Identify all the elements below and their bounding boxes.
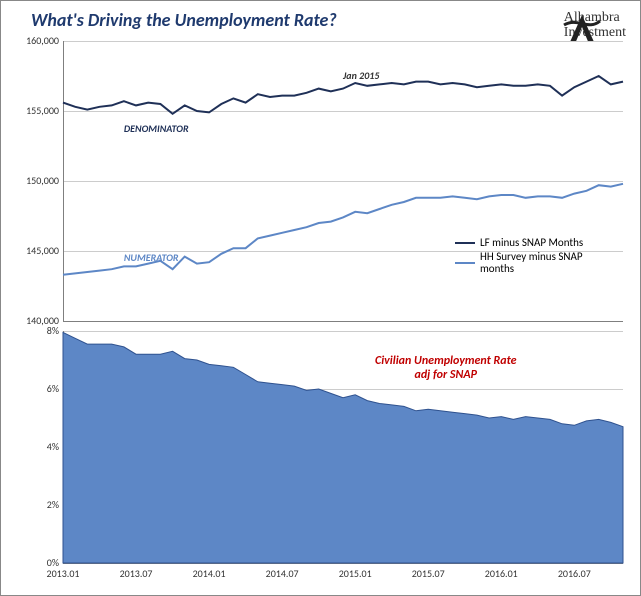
- legend-label: LF minus SNAP Months: [480, 237, 583, 249]
- legend-label: HH Survey minus SNAP months: [480, 251, 610, 275]
- bottom-plot-area: 0%2%4%6%8%Civilian Unemployment Rateadj …: [63, 331, 623, 563]
- y-tick-label: 2%: [9, 498, 59, 511]
- y-tick-label: 8%: [9, 324, 59, 337]
- chart-frame: What's Driving the Unemployment Rate? th…: [0, 0, 641, 596]
- x-tick-label: 2015.01: [330, 567, 380, 580]
- chart-annotation: NUMERATOR: [124, 251, 179, 264]
- top-legend: LF minus SNAP Months HH Survey minus SNAP…: [455, 237, 610, 277]
- x-tick-label: 2013.01: [38, 567, 88, 580]
- chart-title: What's Driving the Unemployment Rate?: [31, 9, 337, 31]
- legend-swatch: [455, 242, 475, 244]
- area-series: [63, 332, 623, 563]
- chart-annotation: DENOMINATOR: [124, 122, 189, 135]
- y-tick-label: 6%: [9, 382, 59, 395]
- top-plot-area: 140,000145,000150,000155,000160,000DENOM…: [63, 41, 623, 321]
- x-tick-label: 2015.07: [403, 567, 453, 580]
- grid-line: [63, 321, 623, 322]
- y-tick-label: 160,000: [9, 34, 59, 47]
- x-tick-label: 2014.01: [184, 567, 234, 580]
- legend-swatch: [455, 262, 475, 264]
- top-series-svg: [63, 41, 623, 321]
- y-tick-label: 150,000: [9, 174, 59, 187]
- bottom-annotation: Civilian Unemployment Rateadj for SNAP: [375, 354, 517, 382]
- bottom-area-svg: [63, 331, 623, 563]
- x-tick-label: 2013.07: [111, 567, 161, 580]
- y-tick-label: 155,000: [9, 104, 59, 117]
- y-tick-label: 4%: [9, 440, 59, 453]
- chart-annotation: Jan 2015: [343, 69, 379, 82]
- x-tick-label: 2016.07: [549, 567, 599, 580]
- y-tick-label: 145,000: [9, 244, 59, 257]
- x-tick-label: 2016.01: [476, 567, 526, 580]
- x-tick-label: 2014.07: [257, 567, 307, 580]
